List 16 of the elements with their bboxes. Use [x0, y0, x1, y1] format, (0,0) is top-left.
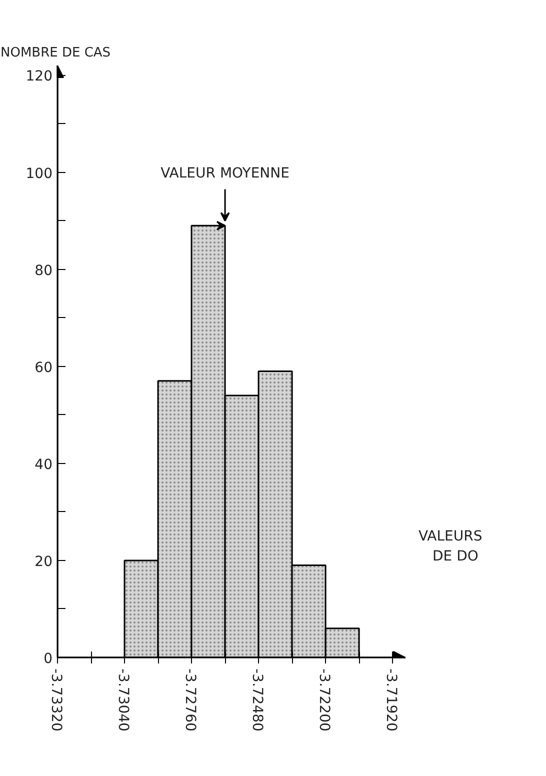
x-tick-label: -3.72760 — [182, 668, 198, 732]
x-tick-label: -3.72200 — [316, 668, 332, 732]
y-tick-label: 0 — [44, 651, 53, 667]
y-tick-label: 40 — [34, 456, 53, 473]
y-tick-label: 60 — [34, 360, 53, 376]
x-tick-label: -3.73320 — [48, 668, 64, 732]
y-tick-label: 80 — [34, 262, 53, 279]
x-axis-title: VALEURS DE DO — [418, 528, 482, 564]
annotation: VALEUR MOYENNE — [160, 166, 290, 182]
y-axis-title: NOMBRE DE CAS — [0, 46, 111, 60]
y-tick-label: 120 — [26, 68, 53, 85]
y-tick-label: 100 — [26, 166, 53, 182]
x-tick-label: -3.72480 — [249, 668, 266, 732]
x-tick-label: -3.73040 — [115, 668, 132, 732]
y-tick-label: 20 — [34, 554, 53, 570]
x-tick-label: -3.71920 — [383, 668, 400, 732]
